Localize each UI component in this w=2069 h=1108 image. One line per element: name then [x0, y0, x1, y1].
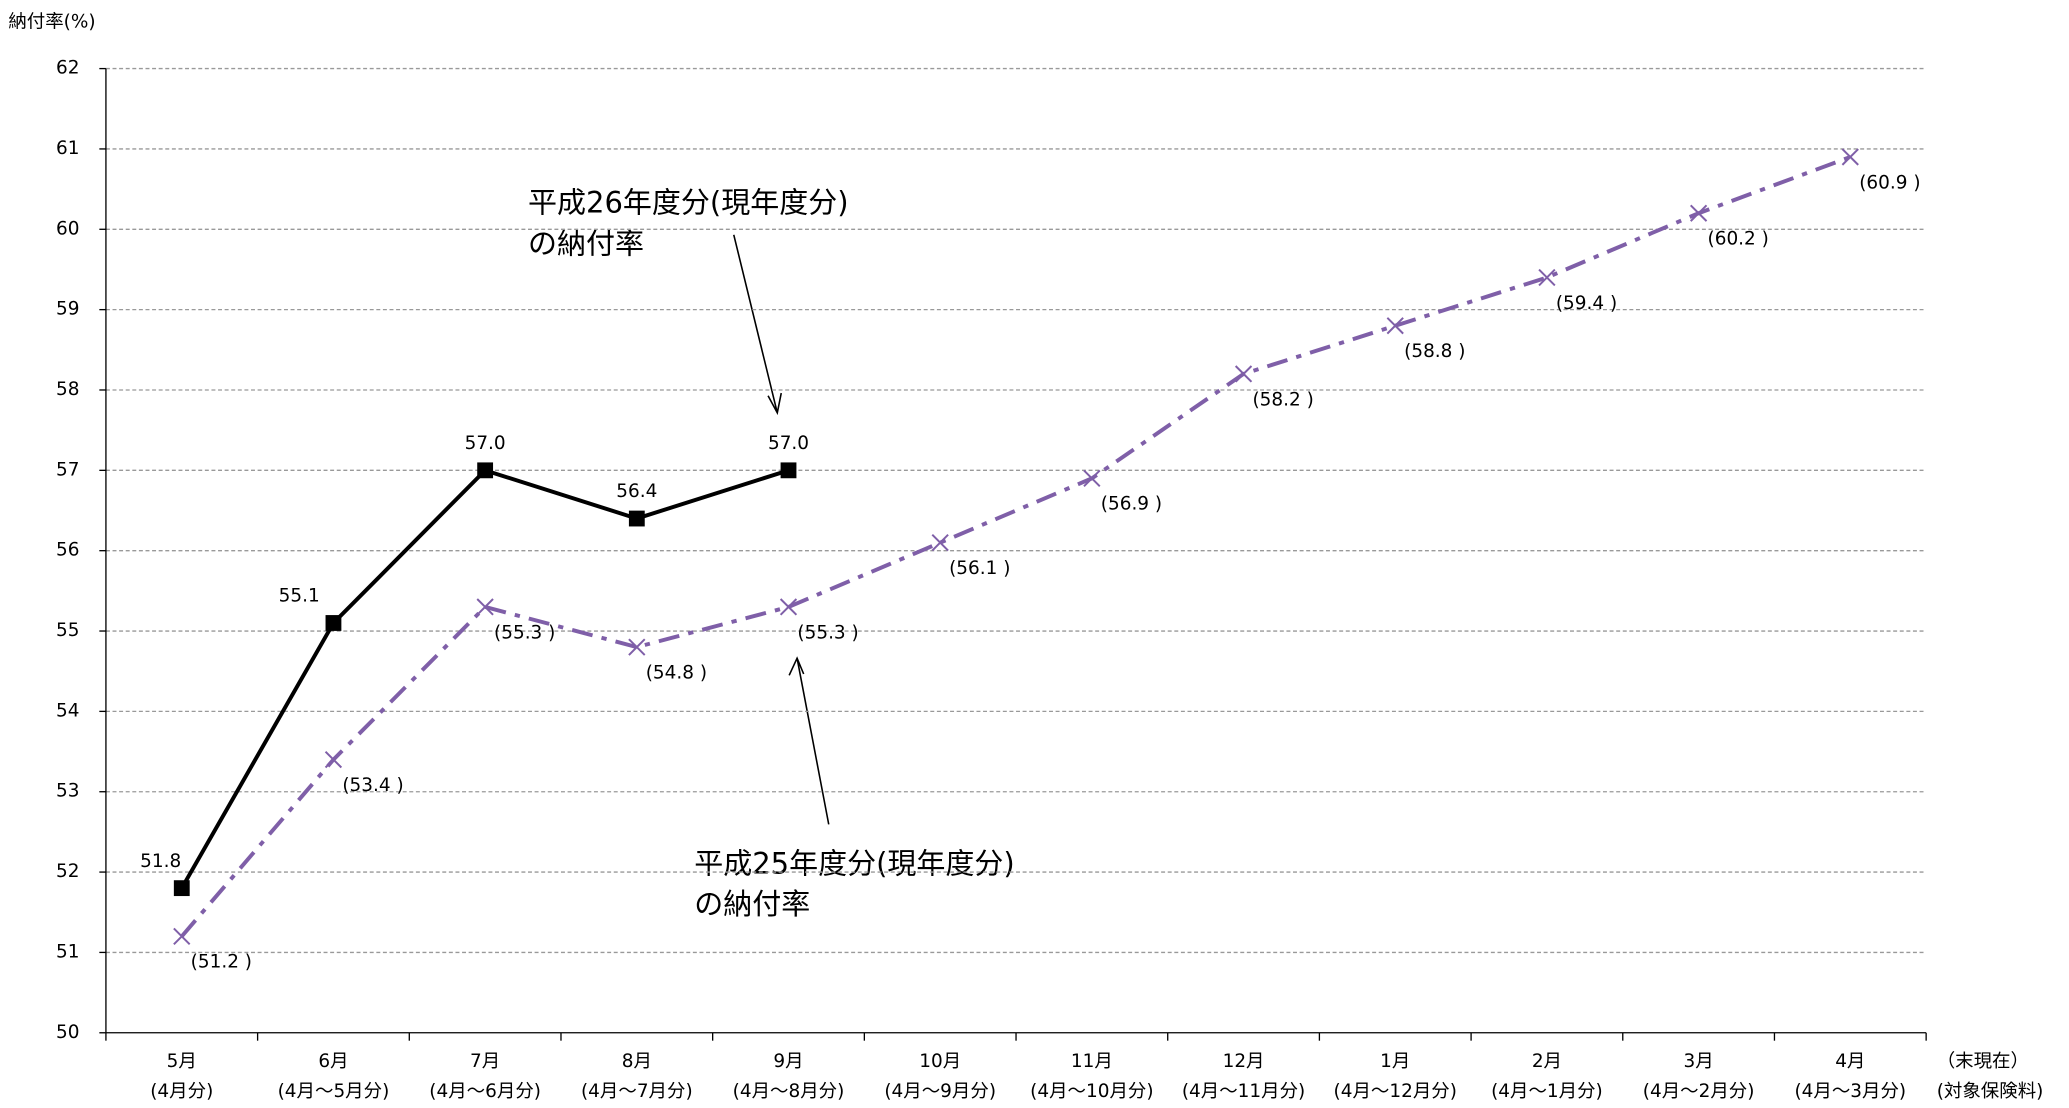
x-tick-sublabel: (4月～12月分): [1334, 1081, 1457, 1102]
x-tick-sublabel: (4月分): [150, 1081, 213, 1102]
data-label: 56.4: [616, 481, 657, 502]
data-label: (55.3 ): [797, 622, 858, 643]
data-label: (56.9 ): [1101, 494, 1162, 515]
x-axis-note: (対象保険料): [1937, 1081, 2044, 1102]
annotation: 平成26年度分(現年度分): [528, 185, 849, 219]
marker: [1538, 268, 1556, 287]
arrow: [733, 234, 783, 416]
y-tick-label: 54: [56, 700, 79, 721]
y-tick-label: 61: [56, 138, 79, 159]
marker: [173, 927, 191, 945]
x-tick-label: 12月: [1223, 1051, 1265, 1072]
x-tick-label: 2月: [1532, 1051, 1562, 1072]
y-tick-label: 60: [56, 218, 79, 239]
x-tick-label: 10月: [919, 1051, 961, 1072]
data-label: (56.1 ): [949, 558, 1010, 579]
data-label: (60.9 ): [1859, 172, 1920, 193]
annotation: 平成25年度分(現年度分): [694, 846, 1015, 880]
y-tick-label: 62: [56, 58, 79, 79]
marker: [1083, 469, 1101, 487]
x-tick-sublabel: (4月～6月分): [429, 1081, 541, 1102]
x-tick-sublabel: (4月～1月分): [1491, 1081, 1603, 1102]
data-label: 57.0: [768, 433, 809, 454]
annotation: の納付率: [528, 226, 644, 260]
x-axis-note: （末現在）: [1937, 1051, 2029, 1072]
marker: [324, 750, 343, 769]
x-tick-sublabel: (4月～10月分): [1030, 1081, 1153, 1102]
x-tick-sublabel: (4月～9月分): [884, 1081, 996, 1102]
x-tick-sublabel: (4月～5月分): [278, 1081, 390, 1102]
data-label: 55.1: [279, 586, 320, 607]
marker: [1690, 204, 1708, 222]
data-label: 51.8: [140, 851, 181, 872]
marker: [780, 462, 797, 479]
marker: [476, 598, 494, 616]
marker: [931, 534, 949, 552]
y-tick-label: 53: [56, 781, 79, 802]
y-tick-label: 59: [56, 299, 79, 320]
x-tick-label: 8月: [622, 1051, 652, 1072]
data-label: (51.2 ): [191, 952, 252, 973]
x-tick-sublabel: (4月～2月分): [1643, 1081, 1755, 1102]
data-label: (53.4 ): [342, 775, 403, 796]
marker: [628, 510, 645, 527]
x-tick-label: 11月: [1071, 1051, 1113, 1072]
marker: [477, 462, 494, 479]
data-label: (55.3 ): [494, 622, 555, 643]
y-axis-label: 納付率(%): [8, 11, 95, 32]
arrow: [788, 656, 830, 825]
y-tick-label: 51: [56, 941, 79, 962]
marker: [173, 880, 190, 897]
y-tick-label: 52: [56, 861, 79, 882]
x-tick-label: 1月: [1380, 1051, 1410, 1072]
x-tick-sublabel: (4月～11月分): [1182, 1081, 1305, 1102]
x-tick-label: 3月: [1684, 1051, 1714, 1072]
x-tick-sublabel: (4月～7月分): [581, 1081, 693, 1102]
data-label: (58.8 ): [1404, 341, 1465, 362]
marker: [779, 598, 798, 616]
x-tick-sublabel: (4月～3月分): [1794, 1081, 1906, 1102]
y-tick-label: 58: [56, 379, 79, 400]
x-tick-label: 4月: [1835, 1051, 1865, 1072]
data-label: (60.2 ): [1708, 229, 1769, 250]
x-tick-label: 9月: [773, 1051, 803, 1072]
x-tick-label: 7月: [470, 1051, 500, 1072]
marker: [628, 638, 646, 656]
arrows: [733, 234, 830, 825]
data-label: (59.4 ): [1556, 293, 1617, 314]
y-tick-label: 57: [56, 459, 79, 480]
y-tick-label: 55: [56, 620, 79, 641]
annotation: の納付率: [694, 887, 810, 921]
x-tick-label: 6月: [318, 1051, 348, 1072]
y-tick-label: 56: [56, 540, 79, 561]
y-tick-label: 50: [56, 1022, 79, 1043]
data-label: (58.2 ): [1252, 389, 1313, 410]
data-label: (54.8 ): [646, 662, 707, 683]
x-tick-sublabel: (4月～8月分): [733, 1081, 845, 1102]
marker: [1386, 317, 1404, 335]
data-label: 57.0: [465, 433, 506, 454]
marker: [325, 615, 342, 631]
marker: [1234, 365, 1253, 383]
marker: [1841, 148, 1859, 166]
x-tick-label: 5月: [167, 1051, 197, 1072]
series-line: [180, 155, 1851, 938]
